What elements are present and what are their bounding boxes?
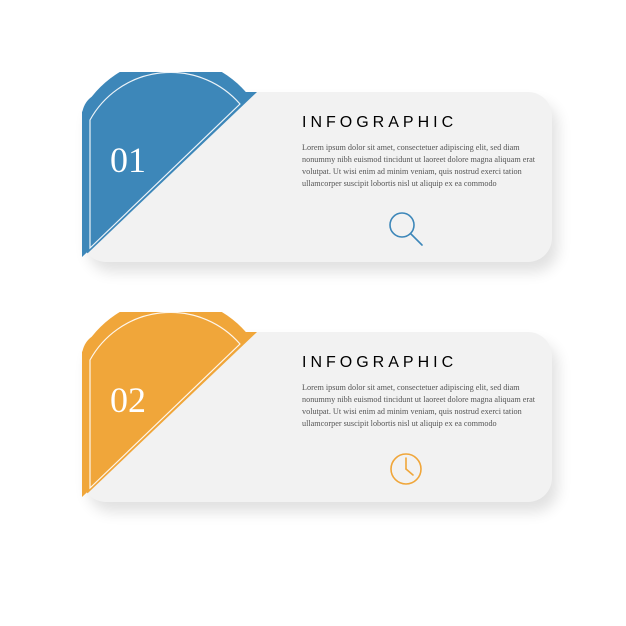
infographic-card-02: 02 INFOGRAPHIC Lorem ipsum dolor sit ame… — [82, 332, 552, 502]
number-badge: 02 — [68, 312, 288, 512]
infographic-card-01: 01 INFOGRAPHIC Lorem ipsum dolor sit ame… — [82, 92, 552, 262]
card-body: Lorem ipsum dolor sit amet, consectetuer… — [302, 142, 542, 190]
number-badge: 01 — [68, 72, 288, 272]
card-text-block: INFOGRAPHIC Lorem ipsum dolor sit amet, … — [302, 354, 542, 430]
card-title: INFOGRAPHIC — [302, 354, 542, 372]
card-number: 01 — [110, 140, 146, 180]
card-number: 02 — [110, 380, 146, 420]
card-text-block: INFOGRAPHIC Lorem ipsum dolor sit amet, … — [302, 114, 542, 190]
card-body: Lorem ipsum dolor sit amet, consectetuer… — [302, 382, 542, 430]
clock-icon — [382, 447, 430, 495]
magnifier-icon — [382, 207, 430, 255]
card-title: INFOGRAPHIC — [302, 114, 542, 132]
